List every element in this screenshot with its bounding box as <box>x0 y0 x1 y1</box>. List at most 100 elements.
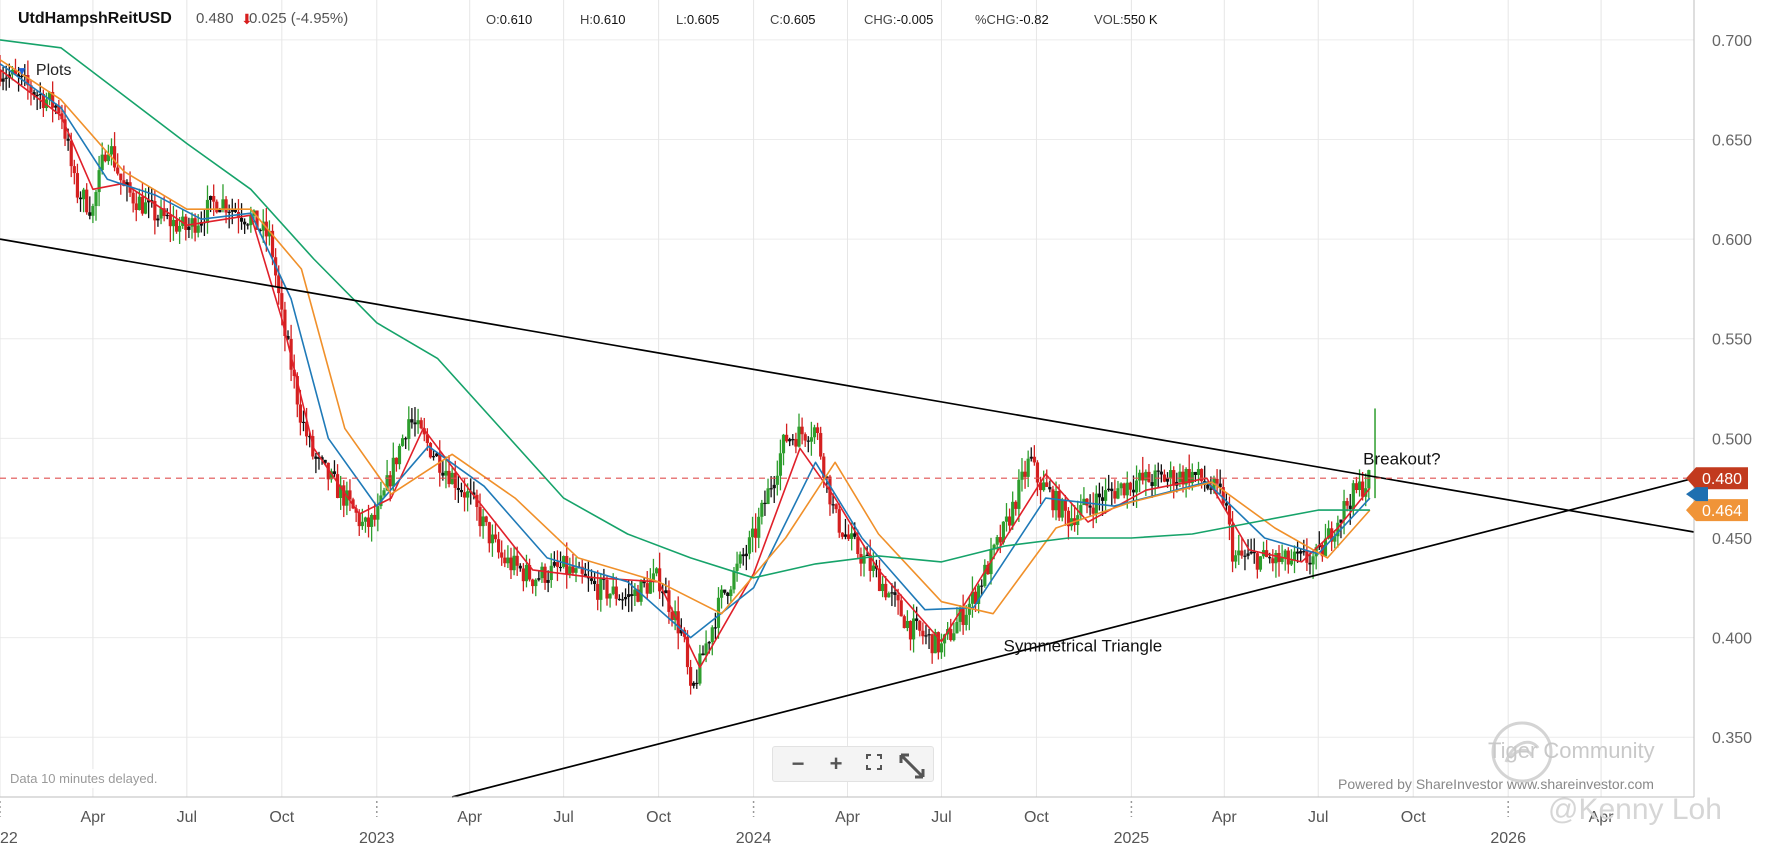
candle-body <box>85 189 89 213</box>
moving-average-line <box>0 39 1370 579</box>
candle-body <box>843 534 848 537</box>
x-year-label: 2025 <box>1114 830 1150 847</box>
candle-body <box>1311 556 1315 565</box>
candle-body <box>373 514 377 520</box>
candle-body <box>1048 486 1052 490</box>
candle-body <box>1190 471 1194 484</box>
candle-body <box>1100 497 1105 501</box>
x-month-label: Oct <box>1024 809 1049 826</box>
powered-by[interactable]: Powered by ShareInvestor www.shareinvest… <box>1338 776 1654 792</box>
candle-body <box>555 562 560 567</box>
candle-body <box>1088 505 1092 508</box>
candle-body <box>800 426 804 435</box>
candle-body <box>168 214 172 227</box>
candle-body <box>29 85 33 93</box>
candle-body <box>162 208 166 217</box>
candle-body <box>178 225 182 232</box>
candle-body <box>301 421 306 424</box>
candle-body <box>1345 501 1349 506</box>
candle-body <box>1119 483 1123 489</box>
candle-body <box>1333 536 1337 542</box>
price-badge <box>1686 467 1748 490</box>
candle-body <box>949 629 953 641</box>
candle-body <box>125 182 129 187</box>
candle-body <box>939 643 944 653</box>
candle-body <box>1165 477 1170 482</box>
candle-body <box>1246 553 1250 556</box>
candle-body <box>38 93 42 96</box>
zoom-in-button[interactable]: + <box>829 751 843 776</box>
candle-body <box>1339 519 1343 523</box>
candle-body <box>710 627 714 643</box>
candle-body <box>286 336 290 339</box>
y-tick-label: 0.350 <box>1712 730 1752 747</box>
x-month-label: Apr <box>1212 809 1238 826</box>
x-month-label: Oct <box>1401 809 1426 826</box>
symbol-title: UtdHampshReitUSD <box>18 10 172 27</box>
fit-screen-button[interactable] <box>859 751 889 777</box>
candle-body <box>1159 471 1163 475</box>
candle-body <box>193 218 197 233</box>
candle-body <box>478 507 482 527</box>
candle-body <box>518 565 522 569</box>
candle-body <box>323 459 327 463</box>
candle-body <box>184 216 188 230</box>
zoom-out-button[interactable]: − <box>791 751 805 776</box>
candle-body <box>26 75 30 86</box>
candle-body <box>413 422 417 425</box>
candle-body <box>1361 481 1365 497</box>
candle-body <box>156 218 160 221</box>
candle-body <box>1138 472 1142 481</box>
candle-body <box>1320 544 1324 557</box>
candle-body <box>899 600 903 617</box>
moving-average-line <box>0 59 1371 615</box>
x-year-label: 2023 <box>359 830 395 847</box>
candle-body <box>304 421 309 437</box>
candle-body <box>147 200 151 203</box>
candle-body <box>887 593 891 598</box>
candle-body <box>645 583 649 594</box>
candle-body <box>803 434 807 441</box>
candle-body <box>100 154 104 171</box>
candle-body <box>580 566 584 574</box>
candle-body <box>599 578 603 600</box>
candle-body <box>506 557 510 564</box>
candle-body <box>270 230 275 258</box>
candle-body <box>1230 524 1235 562</box>
candle-body <box>109 146 114 155</box>
candle-body <box>1249 551 1253 554</box>
candle-body <box>298 404 302 423</box>
candle-body <box>1110 488 1114 492</box>
candle-body <box>921 630 925 637</box>
tiger-logo-icon <box>1491 721 1553 783</box>
candle-body <box>453 472 457 488</box>
candle-body <box>726 592 730 597</box>
y-tick-label: 0.600 <box>1712 232 1752 249</box>
plots-toggle[interactable]: ▼ Plots <box>16 62 72 79</box>
x-month-label: Oct <box>646 809 671 826</box>
candle-body <box>958 608 962 622</box>
candle-body <box>357 512 361 527</box>
candle-body <box>918 620 922 631</box>
candle-body <box>16 74 21 77</box>
candle-body <box>766 488 770 505</box>
candle-body <box>552 562 556 566</box>
candle-body <box>230 209 234 212</box>
candle-body <box>846 534 851 539</box>
candle-body <box>51 91 55 108</box>
candle-body <box>143 202 148 214</box>
candle-body <box>837 509 841 533</box>
candle-body <box>1122 483 1126 496</box>
candle-body <box>713 627 717 629</box>
candle-body <box>995 537 999 545</box>
price-badge-label: 0.464 <box>1702 503 1742 520</box>
candle-body <box>1042 482 1046 491</box>
candle-body <box>1011 501 1015 526</box>
candle-body <box>825 476 829 478</box>
expand-button[interactable] <box>897 751 927 779</box>
candle-body <box>1234 555 1238 562</box>
x-month-label: Apr <box>457 809 483 826</box>
candle-body <box>670 611 674 621</box>
